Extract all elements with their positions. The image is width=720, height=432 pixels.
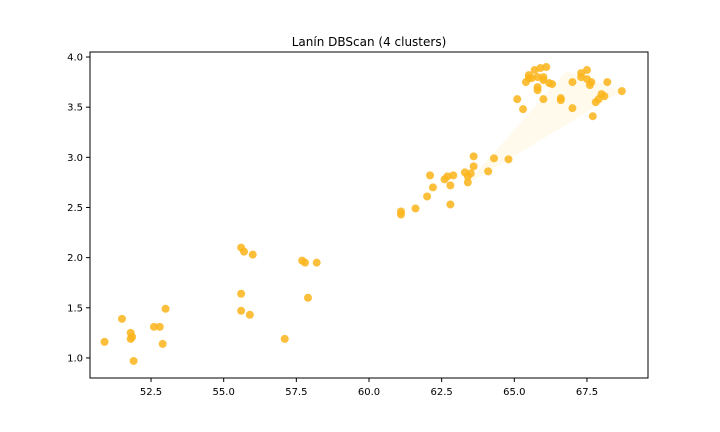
data-point [463,178,472,187]
data-point [556,96,565,105]
data-point [603,78,612,87]
data-point [513,95,522,104]
data-point [588,112,597,121]
data-point [587,78,596,87]
data-point [117,314,126,323]
data-point [248,250,257,259]
data-point [237,289,246,298]
data-point [280,334,289,343]
data-point [100,337,109,346]
data-point [519,105,528,114]
data-point [548,80,557,89]
data-point [469,162,478,171]
y-tick-label: 1.5 [67,303,83,314]
chart-title: Lanín DBScan (4 clusters) [292,35,447,49]
data-point [484,167,493,176]
data-point [568,78,577,87]
x-tick-label: 55.0 [213,387,235,398]
highlight-region [464,71,622,186]
y-tick-label: 4.0 [67,53,83,64]
data-point [237,306,246,315]
y-axis: 1.0 1.5 2.0 2.5 3.0 3.5 4.0 [67,53,90,364]
data-point [423,192,432,201]
data-point [542,63,551,72]
data-point [303,293,312,302]
data-point [158,339,167,348]
data-point [533,86,542,95]
data-point [426,171,435,180]
data-point [396,210,405,219]
data-point [449,171,458,180]
x-tick-label: 67.5 [576,387,598,398]
x-tick-label: 57.5 [285,387,307,398]
data-point [466,169,475,178]
data-point [489,154,498,163]
data-point [245,310,254,319]
data-point [411,204,420,213]
data-point [301,258,310,267]
data-point [128,332,137,341]
data-point [568,104,577,113]
data-point [446,200,455,209]
x-tick-label: 65.0 [503,387,525,398]
data-point [539,95,548,104]
data-point [240,247,249,256]
x-tick-label: 62.5 [431,387,453,398]
data-point [312,258,321,267]
data-point [469,152,478,161]
x-axis: 52.5 55.0 57.5 60.0 62.5 65.0 67.5 [140,378,598,398]
data-point [155,322,164,331]
data-point [446,181,455,190]
y-tick-label: 2.0 [67,253,83,264]
data-point [582,66,591,75]
data-point [129,356,138,365]
data-point [504,155,513,164]
y-tick-label: 3.0 [67,153,83,164]
highlight-region-layer [464,71,622,186]
x-tick-label: 60.0 [358,387,380,398]
y-tick-label: 3.5 [67,103,83,114]
data-point [600,92,609,101]
y-tick-label: 2.5 [67,203,83,214]
data-point [617,87,626,96]
data-point [149,322,158,331]
data-point [161,304,170,313]
x-tick-label: 52.5 [140,387,162,398]
y-tick-label: 1.0 [67,353,83,364]
data-point [428,183,437,192]
data-points-layer [100,63,626,365]
